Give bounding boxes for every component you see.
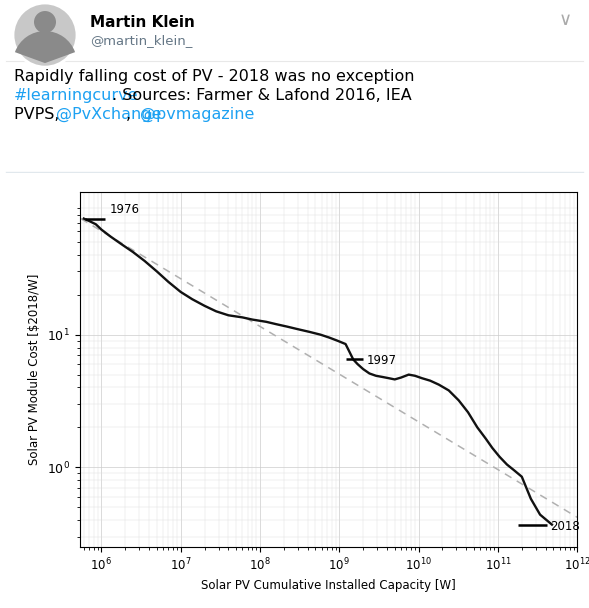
Text: . Sources: Farmer & Lafond 2016, IEA: . Sources: Farmer & Lafond 2016, IEA <box>112 88 412 103</box>
Circle shape <box>13 3 77 67</box>
Text: Rapidly falling cost of PV - 2018 was no exception: Rapidly falling cost of PV - 2018 was no… <box>14 69 415 84</box>
Text: ∨: ∨ <box>559 11 572 29</box>
Text: @pvmagazine: @pvmagazine <box>140 106 254 122</box>
Text: 2018: 2018 <box>550 520 580 533</box>
Text: @PvXchange: @PvXchange <box>56 106 161 122</box>
Text: #learningcurve: #learningcurve <box>14 88 138 103</box>
X-axis label: Solar PV Cumulative Installed Capacity [W]: Solar PV Cumulative Installed Capacity [… <box>201 579 456 592</box>
Text: Martin Klein: Martin Klein <box>90 15 195 30</box>
Y-axis label: Solar PV Module Cost [$2018/W]: Solar PV Module Cost [$2018/W] <box>28 274 41 465</box>
Text: PVPS,: PVPS, <box>14 106 65 122</box>
Text: 1976: 1976 <box>110 203 140 216</box>
Text: 1997: 1997 <box>367 354 397 367</box>
Text: @martin_klein_: @martin_klein_ <box>90 33 193 47</box>
Circle shape <box>34 11 56 33</box>
Wedge shape <box>15 31 75 63</box>
Text: ,: , <box>126 106 136 122</box>
